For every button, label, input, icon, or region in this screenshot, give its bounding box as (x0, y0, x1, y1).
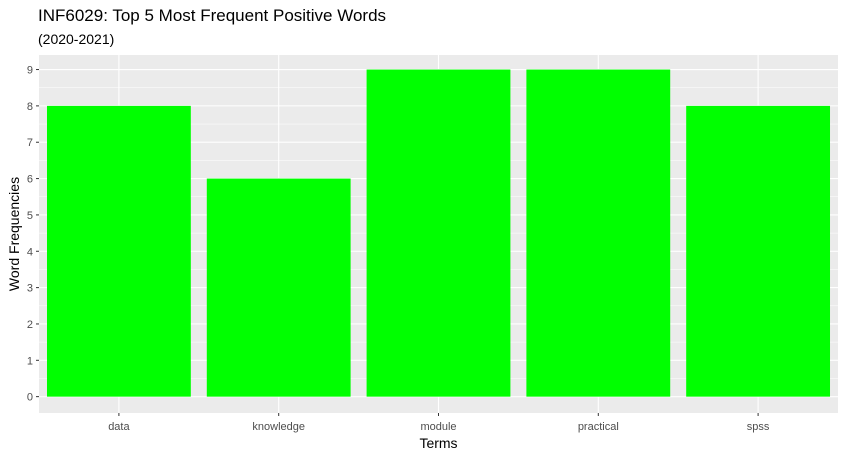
y-axis-title: Word Frequencies (6, 177, 22, 291)
y-tick-label: 6 (27, 174, 33, 186)
y-tick-label: 4 (27, 246, 33, 258)
x-axis-title: Terms (419, 435, 457, 451)
bar-module (366, 69, 511, 397)
bar-practical (526, 69, 671, 397)
x-tick-label: spss (747, 421, 770, 433)
bar-knowledge (206, 178, 351, 397)
x-tick-label: knowledge (252, 421, 305, 433)
x-tick-label: module (420, 421, 456, 433)
y-tick-label: 2 (27, 319, 33, 331)
y-tick-label: 5 (27, 210, 33, 222)
y-tick-label: 8 (27, 101, 33, 113)
bars (46, 69, 831, 397)
y-tick-label: 1 (27, 355, 33, 367)
y-axis: 0 1 2 3 4 5 6 7 8 9 (27, 65, 39, 404)
x-tick-label: practical (578, 421, 619, 433)
y-tick-label: 9 (27, 65, 33, 77)
bar-spss (686, 105, 831, 397)
chart-subtitle: (2020-2021) (38, 31, 115, 47)
x-axis: data knowledge module practical spss (108, 413, 770, 433)
chart-title: INF6029: Top 5 Most Frequent Positive Wo… (38, 6, 387, 25)
y-tick-label: 3 (27, 283, 33, 295)
x-tick-label: data (108, 421, 130, 433)
bar-data (46, 105, 191, 397)
y-tick-label: 0 (27, 392, 33, 404)
y-tick-label: 7 (27, 137, 33, 149)
